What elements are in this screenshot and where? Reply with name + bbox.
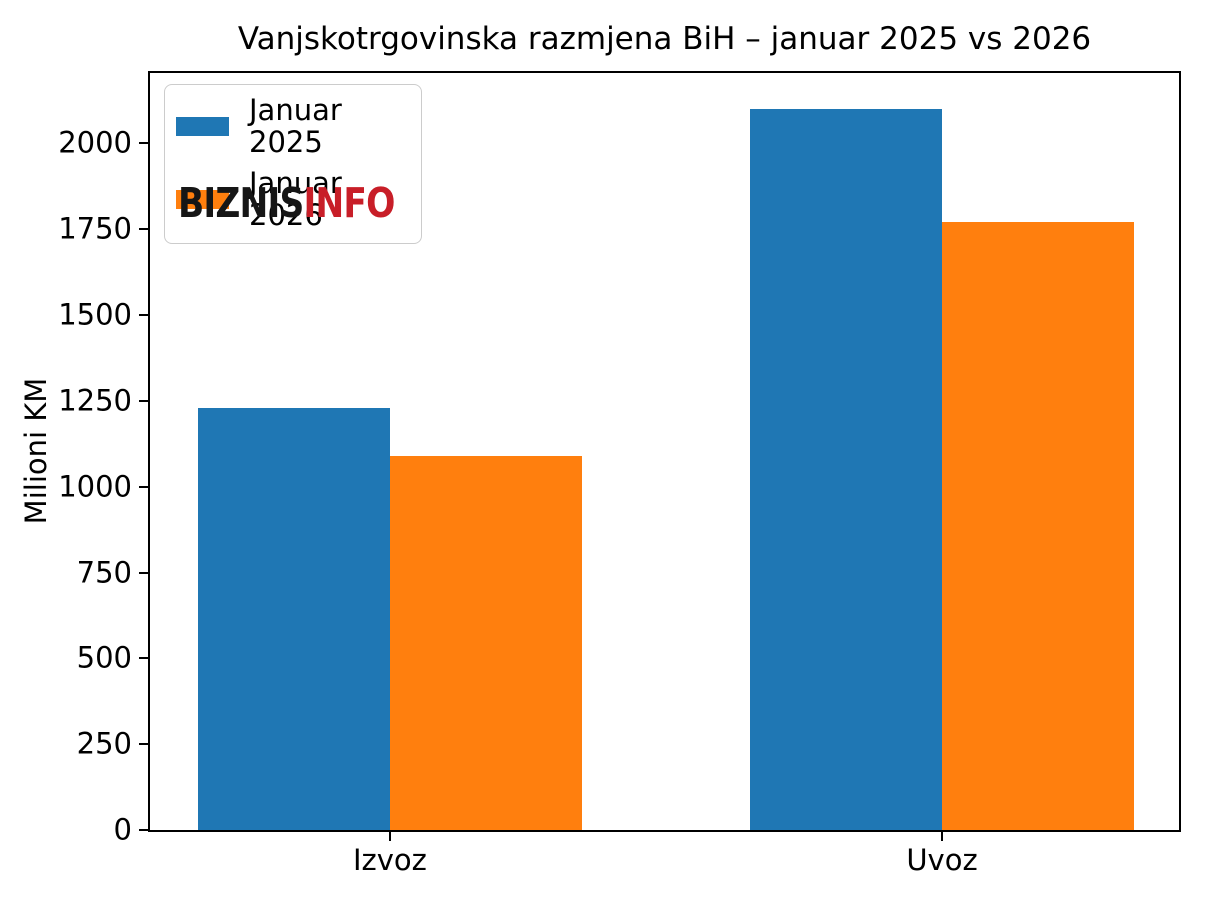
bar-uvoz-januar-2026	[942, 222, 1135, 830]
y-tick-2000	[139, 142, 148, 145]
y-tick-label-1250: 1250	[58, 383, 132, 418]
legend-swatch-januar-2026	[176, 190, 229, 210]
y-tick-label-750: 750	[76, 555, 132, 590]
y-axis-label: Milioni KM	[19, 377, 53, 525]
bar-izvoz-januar-2026	[389, 455, 582, 830]
y-tick-label-250: 250	[76, 726, 132, 761]
y-tick-label-1500: 1500	[58, 297, 132, 332]
y-tick-label-1000: 1000	[58, 469, 132, 504]
x-tick-label-uvoz: Uvoz	[906, 843, 978, 877]
legend-item-januar-2026: Januar 2026	[176, 165, 407, 232]
chart-title: Vanjskotrgovinska razmjena BiH – januar …	[237, 21, 1092, 57]
logo-text-info: INFO	[303, 179, 395, 227]
bar-izvoz-januar-2025	[197, 407, 390, 830]
y-tick-750	[139, 571, 148, 574]
x-tick-izvoz	[388, 832, 391, 841]
x-tick-uvoz	[941, 832, 944, 841]
y-tick-500	[139, 657, 148, 660]
y-tick-1750	[139, 228, 148, 231]
legend-item-januar-2025: Januar 2025	[176, 93, 407, 159]
plot-area: Januar 2025 Januar 2026 BIZNISINFO 0 250 5…	[58, 71, 1181, 876]
legend-swatch-januar-2025	[176, 117, 229, 137]
y-tick-label-500: 500	[76, 640, 132, 675]
biznisinfo-logo: BIZNISINFO	[178, 183, 395, 224]
y-tick-0	[139, 829, 148, 831]
y-tick-label-1750: 1750	[58, 211, 132, 246]
y-tick-1500	[139, 314, 148, 317]
y-tick-label-0: 0	[113, 812, 132, 847]
x-tick-label-izvoz: Izvoz	[353, 843, 427, 877]
y-tick-1000	[139, 485, 148, 488]
y-tick-1250	[139, 399, 148, 402]
legend-label-januar-2026: Januar 2026	[249, 165, 342, 232]
legend: Januar 2025 Januar 2026	[164, 84, 422, 244]
logo-text-biznis: BIZNIS	[178, 179, 304, 227]
y-tick-label-2000: 2000	[58, 125, 132, 160]
bar-uvoz-januar-2025	[750, 109, 942, 830]
legend-label-januar-2025: Januar 2025	[249, 93, 342, 159]
y-tick-250	[139, 743, 148, 746]
